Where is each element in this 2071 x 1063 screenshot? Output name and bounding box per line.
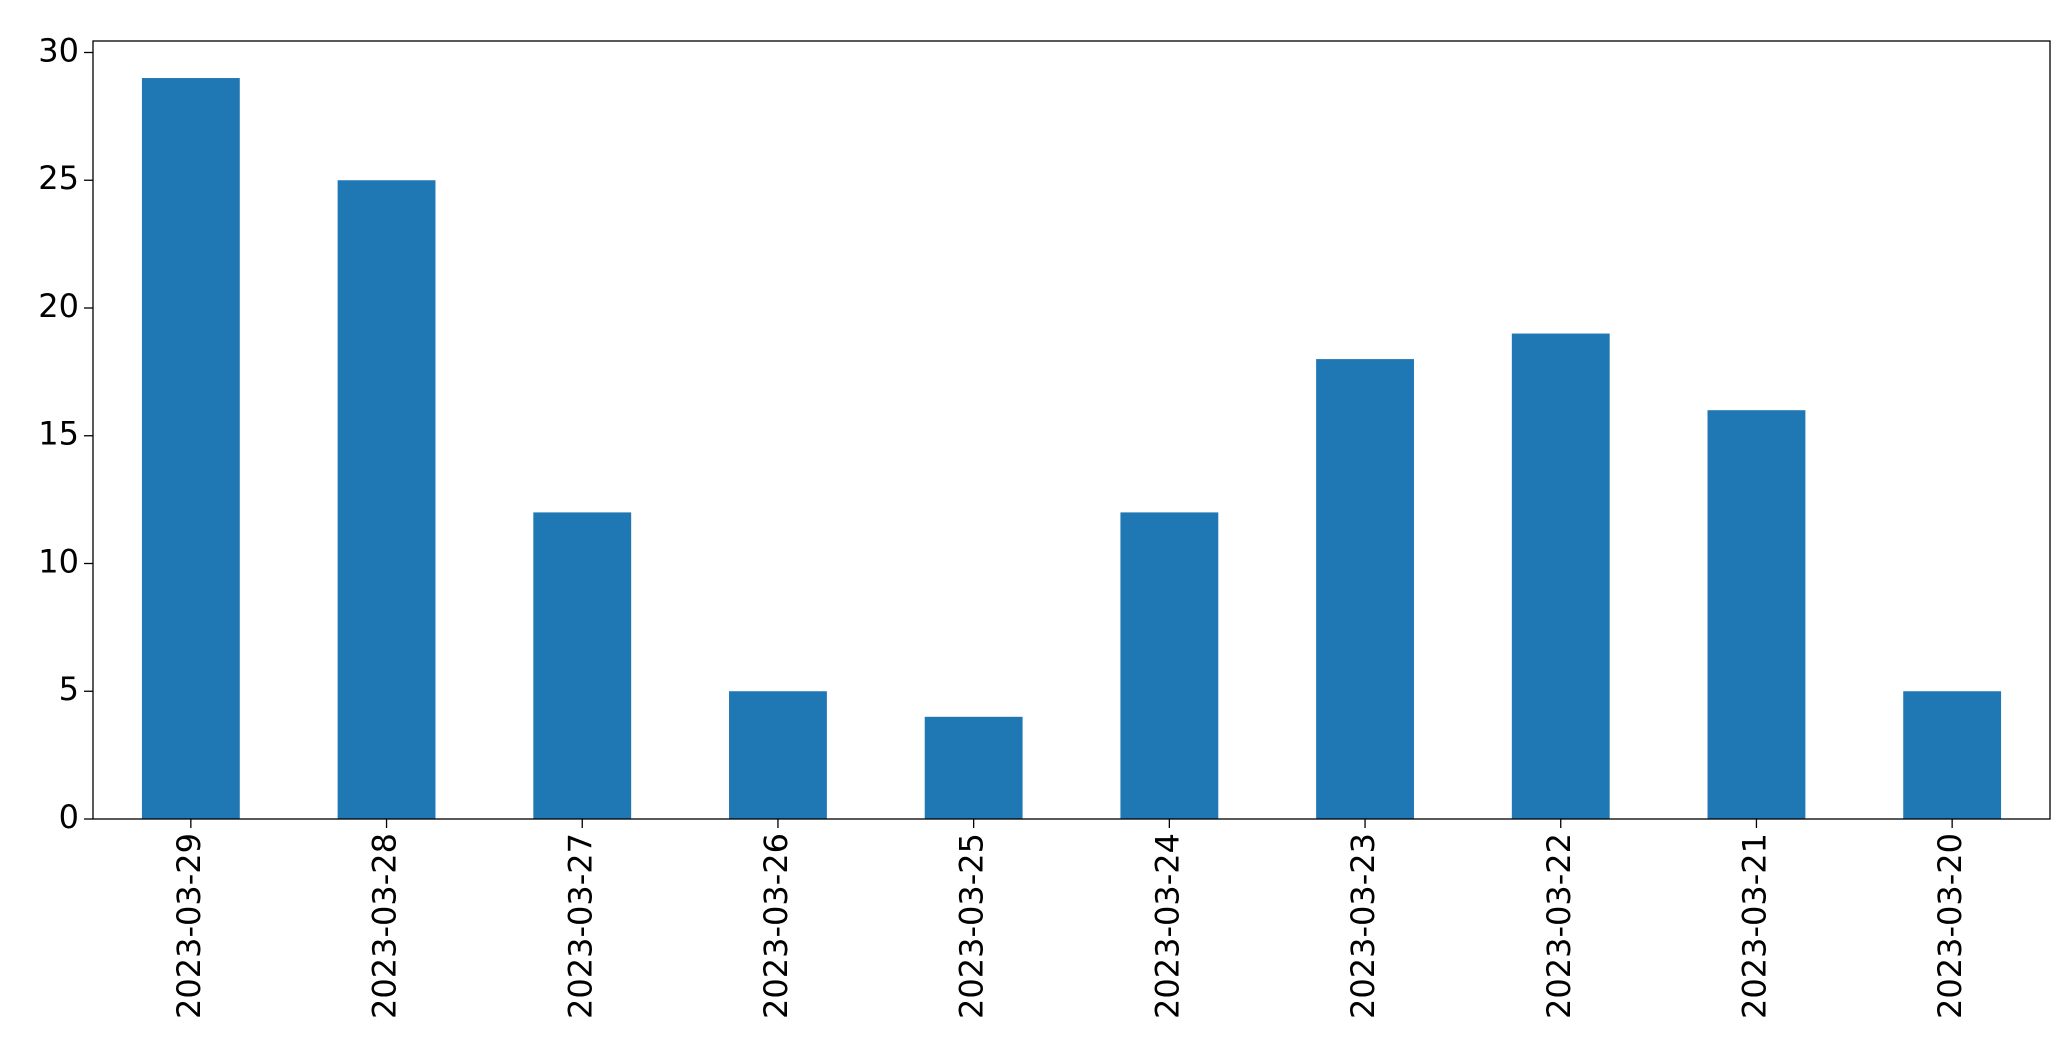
x-tick-label: 2023-03-20 xyxy=(1931,833,1969,1019)
x-tick-label: 2023-03-27 xyxy=(561,833,599,1019)
bar xyxy=(1511,333,1610,819)
x-tick-label: 2023-03-21 xyxy=(1735,833,1773,1019)
bar xyxy=(533,512,632,819)
x-tick-label: 2023-03-29 xyxy=(170,833,208,1019)
x-tick-label: 2023-03-22 xyxy=(1540,833,1578,1019)
x-tick-label: 2023-03-25 xyxy=(953,833,991,1019)
bar xyxy=(337,180,436,820)
y-tick-label: 10 xyxy=(38,542,79,580)
bar xyxy=(1316,359,1414,819)
bar xyxy=(924,716,1023,819)
bar xyxy=(1707,410,1806,819)
x-tick-label: 2023-03-28 xyxy=(366,833,404,1019)
y-tick-label: 0 xyxy=(59,798,79,836)
y-tick-label: 30 xyxy=(38,31,79,69)
y-tick-label: 20 xyxy=(38,287,79,325)
bar xyxy=(141,78,240,820)
x-tick-label: 2023-03-23 xyxy=(1344,833,1382,1019)
y-tick-label: 15 xyxy=(38,415,79,453)
y-tick-label: 25 xyxy=(38,159,79,197)
plot-frame xyxy=(92,40,2051,820)
x-tick-label: 2023-03-26 xyxy=(757,833,795,1019)
bar xyxy=(1903,691,2002,819)
y-tick-label: 5 xyxy=(59,670,79,708)
x-tick-label: 2023-03-24 xyxy=(1148,833,1186,1019)
bar xyxy=(1120,512,1219,819)
bar xyxy=(729,691,827,819)
